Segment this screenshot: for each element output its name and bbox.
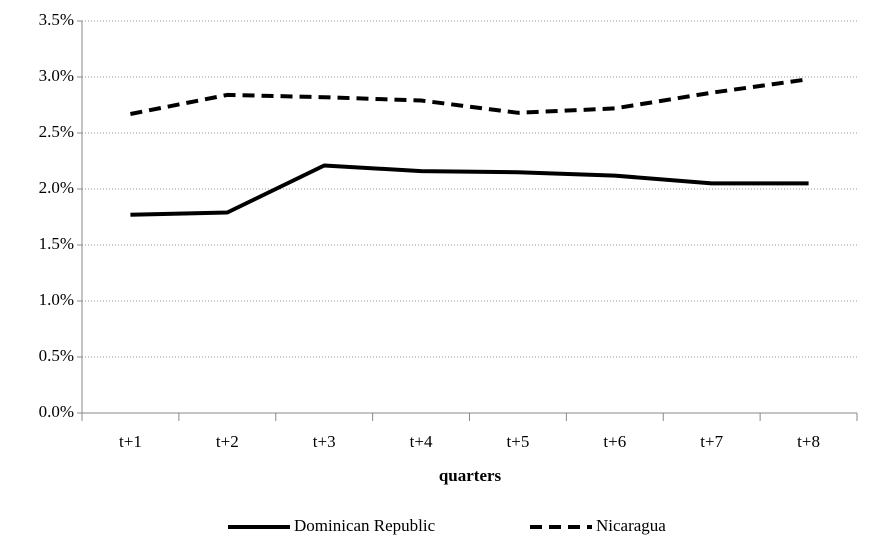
y-tick-label: 0.0%	[39, 402, 74, 421]
x-tick-label: t+3	[313, 432, 336, 451]
y-tick-label: 3.5%	[39, 10, 74, 29]
legend-label: Nicaragua	[596, 516, 666, 535]
data-line	[130, 77, 809, 116]
y-tick-label: 2.0%	[39, 178, 74, 197]
y-tick-label: 2.5%	[39, 122, 74, 141]
y-tick-label: 1.0%	[39, 290, 74, 309]
x-axis-title: quarters	[439, 466, 502, 485]
x-tick-label: t+2	[216, 432, 239, 451]
y-tick-label: 0.5%	[39, 346, 74, 365]
x-tick-label: t+7	[700, 432, 723, 451]
x-tick-label: t+6	[603, 432, 626, 451]
x-tick-label: t+5	[507, 432, 530, 451]
x-tick-label: t+1	[119, 432, 142, 451]
y-tick-label: 1.5%	[39, 234, 74, 253]
y-tick-label: 3.0%	[39, 66, 74, 85]
data-line	[130, 163, 809, 217]
x-tick-label: t+4	[410, 432, 433, 451]
legend-label: Dominican Republic	[294, 516, 436, 535]
x-tick-label: t+8	[797, 432, 820, 451]
